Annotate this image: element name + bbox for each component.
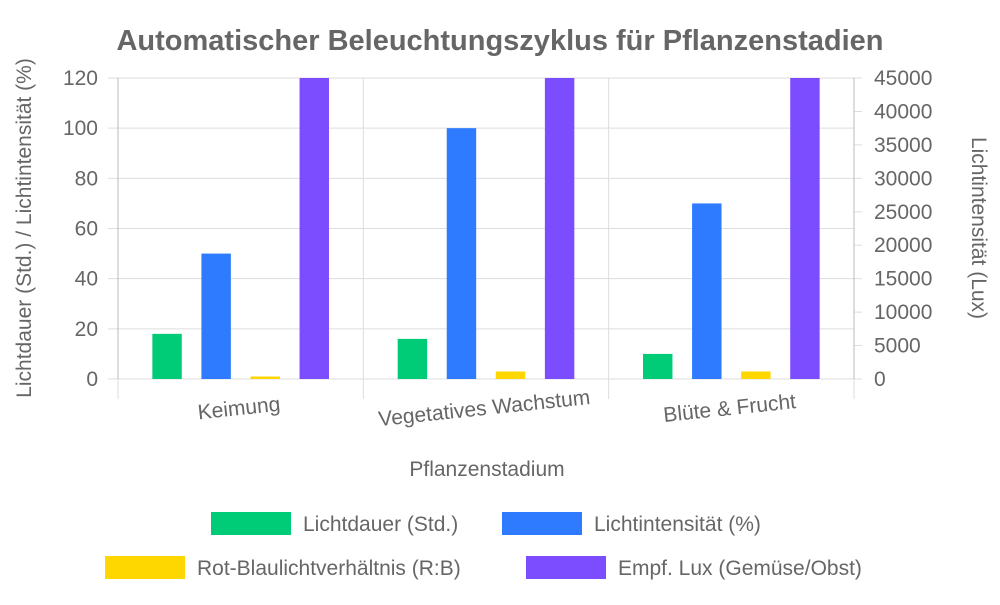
legend-label: Lichtintensität (%) [594, 513, 761, 536]
x-axis-title: Pflanzenstadium [409, 458, 564, 481]
y-left-tick-label: 20 [75, 318, 98, 341]
legend-label: Rot-Blaulichtverhältnis (R:B) [197, 557, 461, 580]
bar [446, 128, 477, 379]
legend-swatch [105, 556, 185, 579]
y-right-tick-label: 5000 [874, 335, 921, 358]
y-left-tick-label: 100 [63, 117, 98, 140]
y-right-tick-label: 45000 [874, 67, 932, 90]
chart-title: Automatischer Beleuchtungszyklus für Pfl… [116, 25, 883, 57]
bar [495, 371, 526, 379]
legend-swatch [502, 512, 582, 535]
y-left-tick-label: 80 [75, 167, 98, 190]
y-right-tick-label: 20000 [874, 234, 932, 257]
x-tick-label: Keimung [197, 393, 282, 425]
x-tick-label: Blüte & Frucht [662, 390, 797, 427]
y-right-tick-label: 10000 [874, 301, 932, 324]
bar [741, 371, 771, 379]
y-left-tick-label: 60 [75, 218, 98, 241]
y-right-tick-label: 0 [874, 368, 886, 391]
legend: Lichtdauer (Std.) Lichtintensität (%) Rot-… [105, 512, 862, 580]
y-right-tick-label: 40000 [874, 100, 932, 123]
bar [397, 338, 428, 379]
y-axis-right-title: Lichtintensität (Lux) [967, 137, 990, 319]
bar [544, 78, 575, 379]
y-right-tick-label: 35000 [874, 134, 932, 157]
bar [692, 203, 722, 379]
y-axis-left-title: Lichtdauer (Std.) / Lichtintensität (%) [13, 58, 36, 398]
y-right-tick-label: 15000 [874, 268, 932, 291]
bar [790, 78, 820, 379]
y-left-tick-label: 40 [75, 268, 98, 291]
bar [250, 376, 280, 379]
legend-label: Lichtdauer (Std.) [303, 513, 458, 536]
y-left-tick-label: 120 [63, 67, 98, 90]
bar [299, 78, 329, 379]
y-left-tick-label: 0 [86, 368, 98, 391]
legend-label: Empf. Lux (Gemüse/Obst) [618, 557, 862, 580]
x-tick-label: Vegetatives Wachstum [377, 386, 591, 431]
bars-layer [152, 78, 820, 379]
legend-swatch [526, 556, 606, 579]
bar [643, 353, 673, 379]
legend-swatch [211, 512, 291, 535]
y-right-tick-label: 25000 [874, 201, 932, 224]
bar [152, 333, 182, 379]
y-right-tick-label: 30000 [874, 167, 932, 190]
bar [201, 253, 231, 379]
